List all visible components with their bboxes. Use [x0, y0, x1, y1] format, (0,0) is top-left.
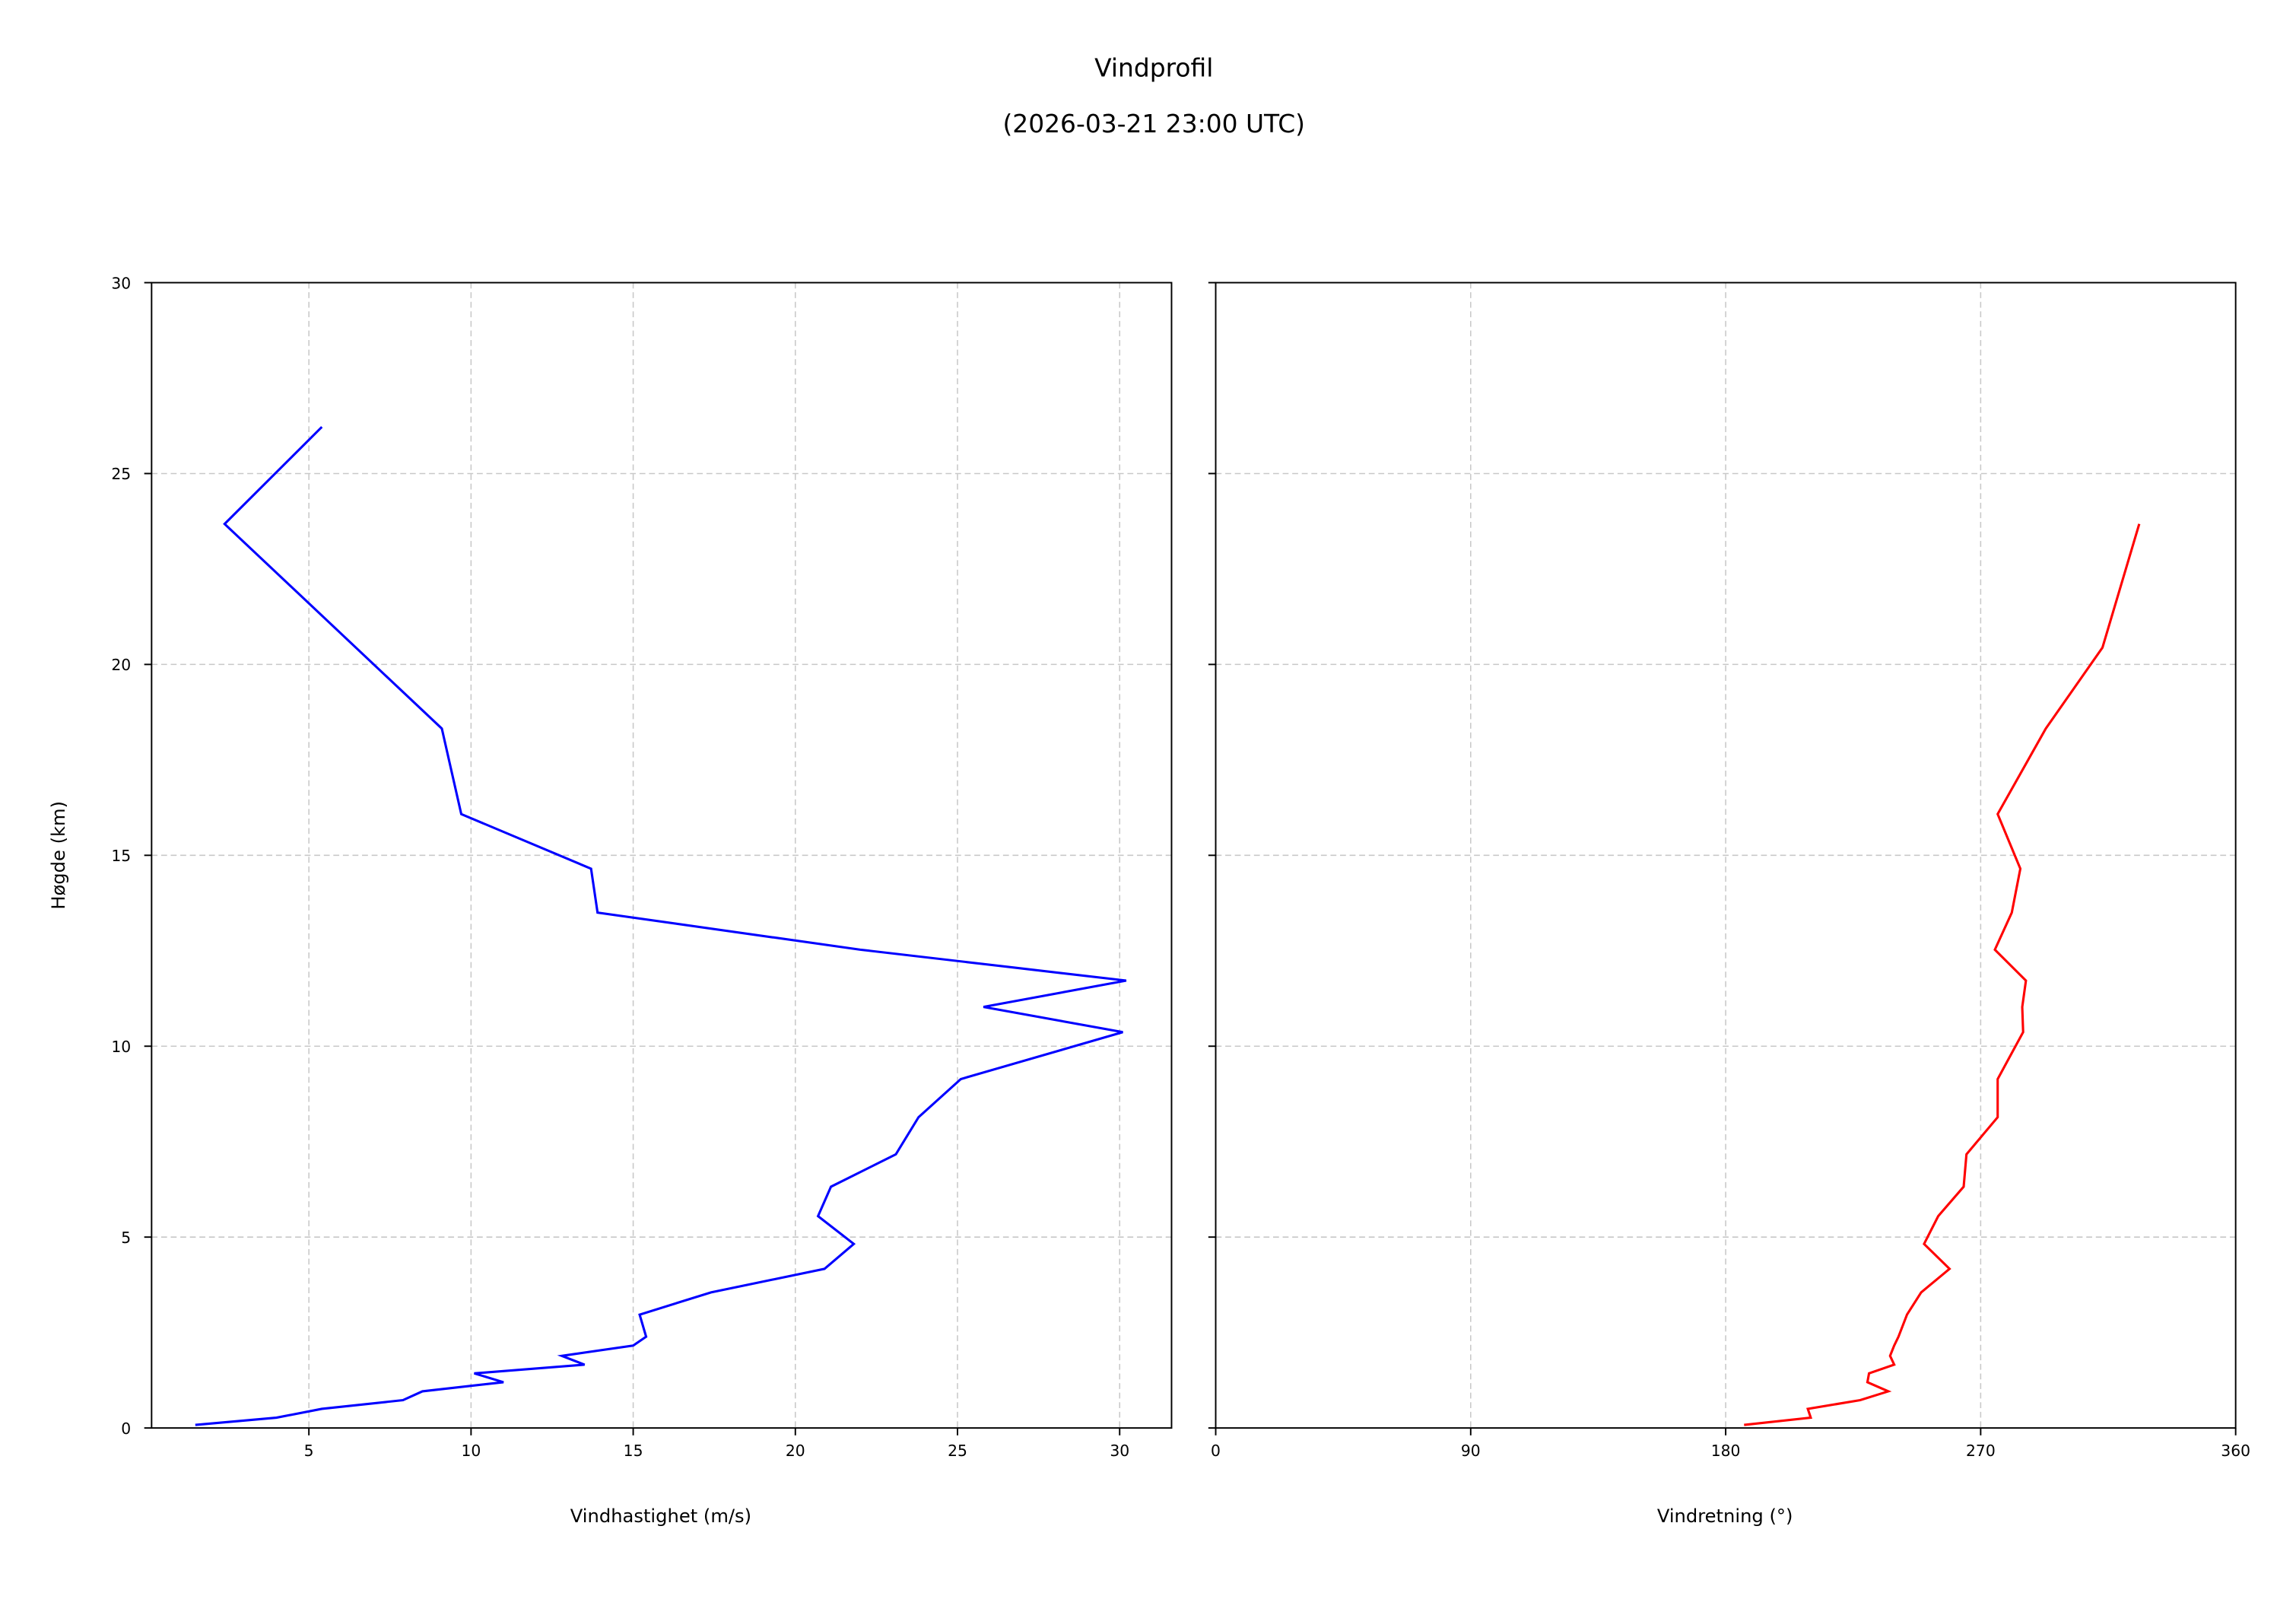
x-tick-label: 0: [1211, 1442, 1221, 1460]
wind-direction-panel: 0 90 180 270 360 Vindretning (°): [1208, 281, 2250, 1527]
y-tick-label: 15: [111, 847, 131, 865]
x-tick-label: 25: [948, 1442, 967, 1460]
figure-subtitle: (2026-03-21 23:00 UTC): [1002, 109, 1305, 138]
wind-speed-x-label: Vindhastighet (m/s): [570, 1505, 751, 1527]
wind-speed-panel: 5 10 15 20 25 30 0 5 10 15 20 25 30 Vindhastighet (…: [48, 274, 1173, 1527]
wind-direction-grid: [1215, 282, 2236, 1429]
wind-direction-x-label: Vindretning (°): [1657, 1505, 1793, 1527]
wind-speed-grid: [151, 282, 1172, 1429]
height-y-label: Høgde (km): [48, 801, 69, 910]
wind-speed-x-ticks: 5 10 15 20 25 30: [304, 1428, 1129, 1460]
x-tick-label: 90: [1461, 1442, 1481, 1460]
x-tick-label: 30: [1110, 1442, 1129, 1460]
y-tick-label: 10: [111, 1038, 131, 1056]
figure-title: Vindprofil: [1094, 53, 1213, 83]
y-tick-label: 25: [111, 465, 131, 483]
x-tick-label: 10: [461, 1442, 481, 1460]
x-tick-label: 270: [1966, 1442, 1996, 1460]
wind-direction-y-ticks: [1208, 281, 1216, 1429]
y-tick-label: 30: [111, 274, 131, 292]
y-tick-label: 5: [121, 1229, 131, 1247]
wind-direction-line: [1744, 523, 2141, 1426]
x-tick-label: 15: [624, 1442, 643, 1460]
wind-direction-x-ticks: 0 90 180 270 360: [1211, 1428, 2250, 1460]
x-tick-label: 180: [1711, 1442, 1741, 1460]
wind-speed-line: [195, 426, 1127, 1426]
y-tick-label: 20: [111, 656, 131, 674]
x-tick-label: 5: [304, 1442, 314, 1460]
y-tick-label: 0: [121, 1420, 131, 1438]
x-tick-label: 20: [786, 1442, 805, 1460]
height-y-ticks: 0 5 10 15 20 25 30: [111, 274, 152, 1438]
x-tick-label: 360: [2221, 1442, 2250, 1460]
